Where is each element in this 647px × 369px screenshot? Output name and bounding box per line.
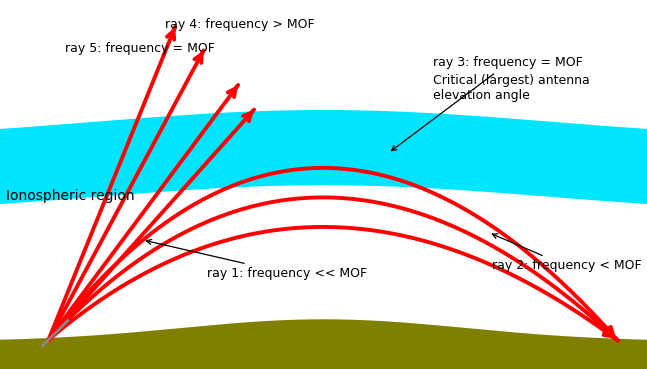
Text: ray 3: frequency = MOF: ray 3: frequency = MOF: [391, 56, 583, 151]
Text: Critical (largest) antenna
elevation angle: Critical (largest) antenna elevation ang…: [433, 74, 590, 102]
Text: ray 1: frequency << MOF: ray 1: frequency << MOF: [146, 239, 367, 280]
Text: ray 2: frequency < MOF: ray 2: frequency < MOF: [492, 234, 641, 272]
Text: Ionospheric region: Ionospheric region: [6, 189, 135, 203]
Text: ray 4: frequency > MOF: ray 4: frequency > MOF: [164, 18, 314, 31]
Text: ray 5: frequency = MOF: ray 5: frequency = MOF: [65, 42, 215, 55]
